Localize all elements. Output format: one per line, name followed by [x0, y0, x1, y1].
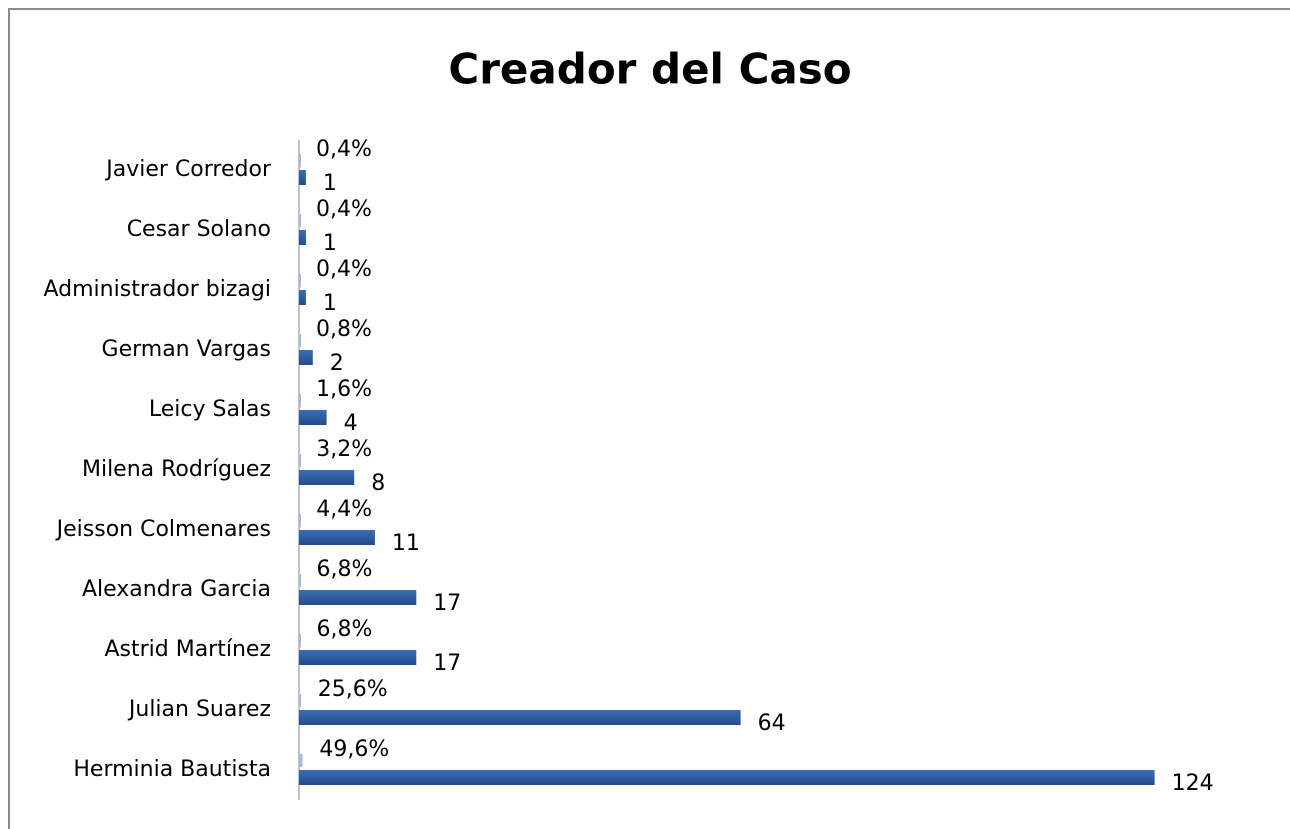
y-tick-label: Alexandra Garcia: [82, 577, 271, 602]
data-label: 0,4%: [316, 257, 372, 282]
y-tick-label: German Vargas: [102, 337, 271, 362]
y-tick-label: Julian Suarez: [127, 697, 271, 722]
y-tick-label: Herminia Bautista: [73, 757, 271, 782]
bar: [299, 454, 301, 467]
data-label: 4,4%: [316, 497, 372, 522]
data-label: 0,8%: [316, 317, 372, 342]
data-label: 1: [323, 231, 337, 256]
data-label: 1: [323, 171, 337, 196]
data-label: 0,4%: [316, 137, 372, 162]
y-tick-label: Javier Corredor: [104, 157, 272, 182]
bar: [299, 514, 301, 527]
y-tick-label: Astrid Martínez: [104, 637, 271, 662]
data-label: 2: [330, 351, 344, 376]
bar: [299, 214, 301, 227]
data-label: 49,6%: [319, 737, 389, 762]
data-label: 25,6%: [318, 677, 388, 702]
data-label: 4: [344, 411, 358, 436]
chart-frame: [8, 8, 1290, 829]
bar: [299, 350, 313, 365]
bar: [299, 470, 355, 485]
bar: [299, 650, 417, 665]
data-label: 6,8%: [316, 557, 372, 582]
chart-title: Creador del Caso: [448, 45, 851, 94]
data-label: 11: [392, 531, 420, 556]
bar: [299, 754, 303, 767]
bar: [299, 334, 301, 347]
bar: [299, 574, 301, 587]
data-label: 8: [371, 471, 385, 496]
y-tick-label: Jeisson Colmenares: [55, 517, 271, 542]
bar: [299, 394, 301, 407]
data-label: 17: [433, 651, 461, 676]
bar: [299, 590, 417, 605]
bar: [299, 230, 306, 245]
bar: [299, 170, 306, 185]
bar: [299, 770, 1155, 785]
data-label: 124: [1172, 771, 1214, 796]
data-label: 17: [433, 591, 461, 616]
bar: [299, 710, 741, 725]
bar: [299, 290, 306, 305]
data-label: 6,8%: [316, 617, 372, 642]
y-tick-label: Cesar Solano: [127, 217, 271, 242]
data-label: 64: [758, 711, 786, 736]
data-label: 1,6%: [316, 377, 372, 402]
bar: [299, 410, 327, 425]
bar: [299, 530, 375, 545]
y-tick-label: Milena Rodríguez: [82, 457, 271, 482]
bar: [299, 154, 301, 167]
data-label: 3,2%: [316, 437, 372, 462]
y-tick-label: Administrador bizagi: [44, 277, 272, 302]
bar: [299, 634, 301, 647]
bar: [299, 274, 301, 287]
data-label: 0,4%: [316, 197, 372, 222]
y-tick-label: Leicy Salas: [149, 397, 271, 422]
data-label: 1: [323, 291, 337, 316]
bar: [299, 694, 301, 707]
